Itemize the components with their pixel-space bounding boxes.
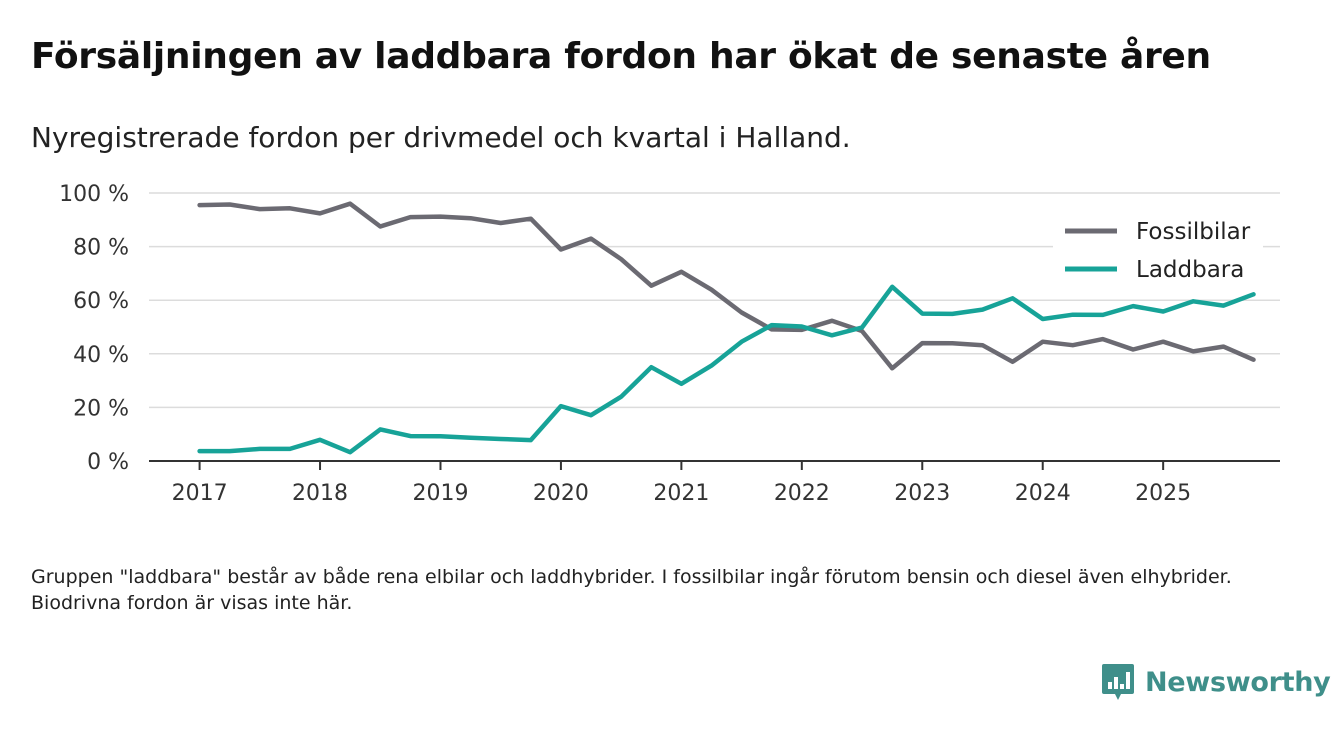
x-tick-label: 2023 bbox=[894, 481, 950, 506]
legend-label-fossilbilar: Fossilbilar bbox=[1136, 219, 1251, 245]
x-tick-label: 2021 bbox=[653, 481, 709, 506]
series-line-laddbara bbox=[197, 284, 1256, 455]
legend-label-laddbara: Laddbara bbox=[1136, 257, 1244, 283]
x-tick-label: 2022 bbox=[774, 481, 830, 506]
x-tick-label: 2024 bbox=[1015, 481, 1071, 506]
newsworthy-logo-text: Newsworthy bbox=[1145, 666, 1331, 698]
line-chart: 0 % 20 % 40 % 60 % 80 % 100 % 2017 2018 2019 2020… bbox=[59, 182, 1280, 506]
x-tick-label: 2017 bbox=[172, 481, 228, 506]
legend: Fossilbilar Laddbara bbox=[1053, 213, 1263, 291]
y-tick-label: 0 % bbox=[87, 450, 129, 475]
y-tick-label: 40 % bbox=[73, 343, 129, 368]
y-tick-label: 80 % bbox=[73, 236, 129, 261]
x-tick-label: 2020 bbox=[533, 481, 589, 506]
axis-layer: 0 % 20 % 40 % 60 % 80 % 100 % 2017 2018 2019 2020… bbox=[59, 182, 1280, 506]
y-tick-label: 20 % bbox=[73, 396, 129, 421]
y-tick-label: 60 % bbox=[73, 289, 129, 314]
series-line-fossilbilar bbox=[197, 201, 1256, 371]
page-title: Försäljningen av laddbara fordon har öka… bbox=[31, 36, 1211, 77]
legend-background bbox=[1053, 213, 1263, 291]
y-tick-label: 100 % bbox=[59, 182, 129, 207]
footnote: Gruppen "laddbara" består av både rena e… bbox=[31, 566, 1232, 614]
newsworthy-logo-icon bbox=[1102, 664, 1134, 700]
series-layer bbox=[197, 201, 1256, 455]
newsworthy-logo[interactable]: Newsworthy bbox=[1101, 662, 1331, 702]
x-tick-label: 2018 bbox=[292, 481, 348, 506]
page-subtitle: Nyregistrerade fordon per drivmedel och … bbox=[31, 121, 851, 154]
x-tick-label: 2025 bbox=[1135, 481, 1191, 506]
x-tick-label: 2019 bbox=[412, 481, 468, 506]
